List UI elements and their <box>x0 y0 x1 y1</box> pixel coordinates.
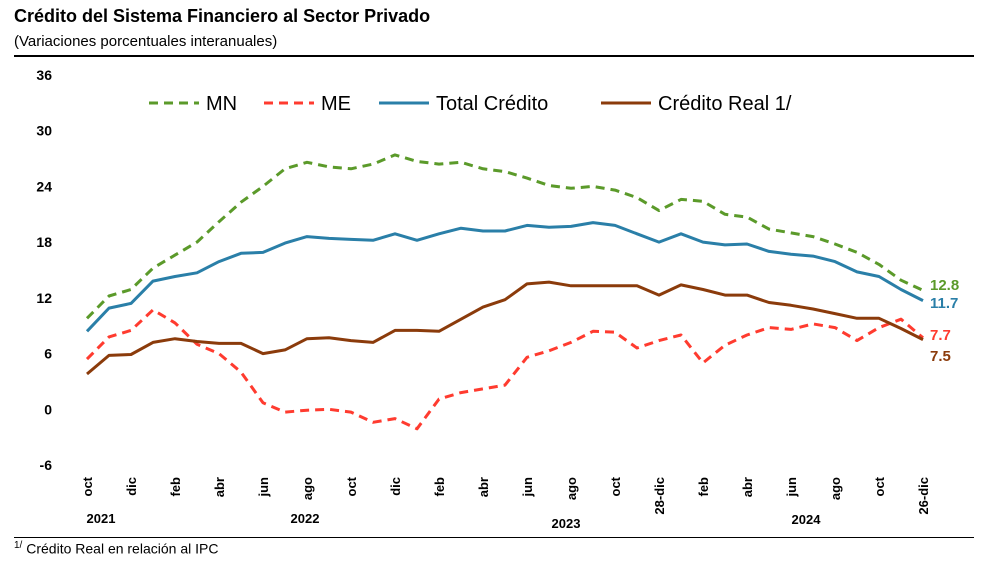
footer-divider <box>14 537 974 538</box>
y-tick-label: 12 <box>36 290 52 306</box>
chart-subtitle: (Variaciones porcentuales interanuales) <box>14 33 278 50</box>
footnote: 1/ Crédito Real en relación al IPC <box>14 540 218 557</box>
series-line-mn <box>85 153 924 320</box>
x-tick-label: 26-dic <box>916 477 931 515</box>
y-tick-label: 0 <box>44 401 52 417</box>
year-label: 2023 <box>552 516 581 531</box>
y-tick-label: 18 <box>36 234 52 250</box>
year-label: 2022 <box>291 511 320 526</box>
x-tick-label: jun <box>520 477 535 498</box>
x-tick-label: oct <box>80 476 95 496</box>
x-tick-label: dic <box>124 477 139 496</box>
legend-label-real: Crédito Real 1/ <box>658 93 792 115</box>
legend-label-mn: MN <box>206 93 237 115</box>
x-tick-label: abr <box>476 477 491 497</box>
legend-label-total: Total Crédito <box>436 93 548 115</box>
x-tick-label: feb <box>168 477 183 497</box>
footnote-text: Crédito Real en relación al IPC <box>26 540 219 557</box>
y-tick-label: 6 <box>44 346 52 362</box>
y-tick-label: 30 <box>36 123 52 139</box>
x-tick-label: feb <box>696 477 711 497</box>
x-tick-label: jun <box>784 477 799 498</box>
end-label-mn: 12.8 <box>930 277 959 294</box>
x-tick-label: oct <box>872 476 887 496</box>
x-tick-label: ago <box>300 477 315 500</box>
year-label: 2024 <box>792 512 822 527</box>
y-tick-label: -6 <box>40 457 53 473</box>
legend-label-me: ME <box>321 93 351 115</box>
year-label: 2021 <box>87 511 116 526</box>
x-tick-label: ago <box>828 477 843 500</box>
header-divider <box>14 55 974 57</box>
x-tick-label: abr <box>740 477 755 497</box>
x-tick-label: dic <box>388 477 403 496</box>
y-tick-label: 36 <box>36 67 52 83</box>
x-tick-label: jun <box>256 477 271 498</box>
x-tick-label: feb <box>432 477 447 497</box>
series-line-real <box>86 280 924 376</box>
chart-title: Crédito del Sistema Financiero al Sector… <box>14 6 431 26</box>
end-label-real: 7.5 <box>930 348 951 365</box>
y-tick-label: 24 <box>36 178 52 194</box>
end-label-me: 7.7 <box>930 327 951 344</box>
end-label-total: 11.7 <box>930 295 958 312</box>
x-tick-label: 28-dic <box>652 477 667 515</box>
series-line-me <box>85 308 924 431</box>
x-tick-label: oct <box>344 476 359 496</box>
series-line-total <box>85 221 924 333</box>
footnote-marker: 1/ <box>14 540 23 551</box>
x-tick-label: abr <box>212 477 227 497</box>
x-tick-label: oct <box>608 476 623 496</box>
x-tick-label: ago <box>564 477 579 500</box>
